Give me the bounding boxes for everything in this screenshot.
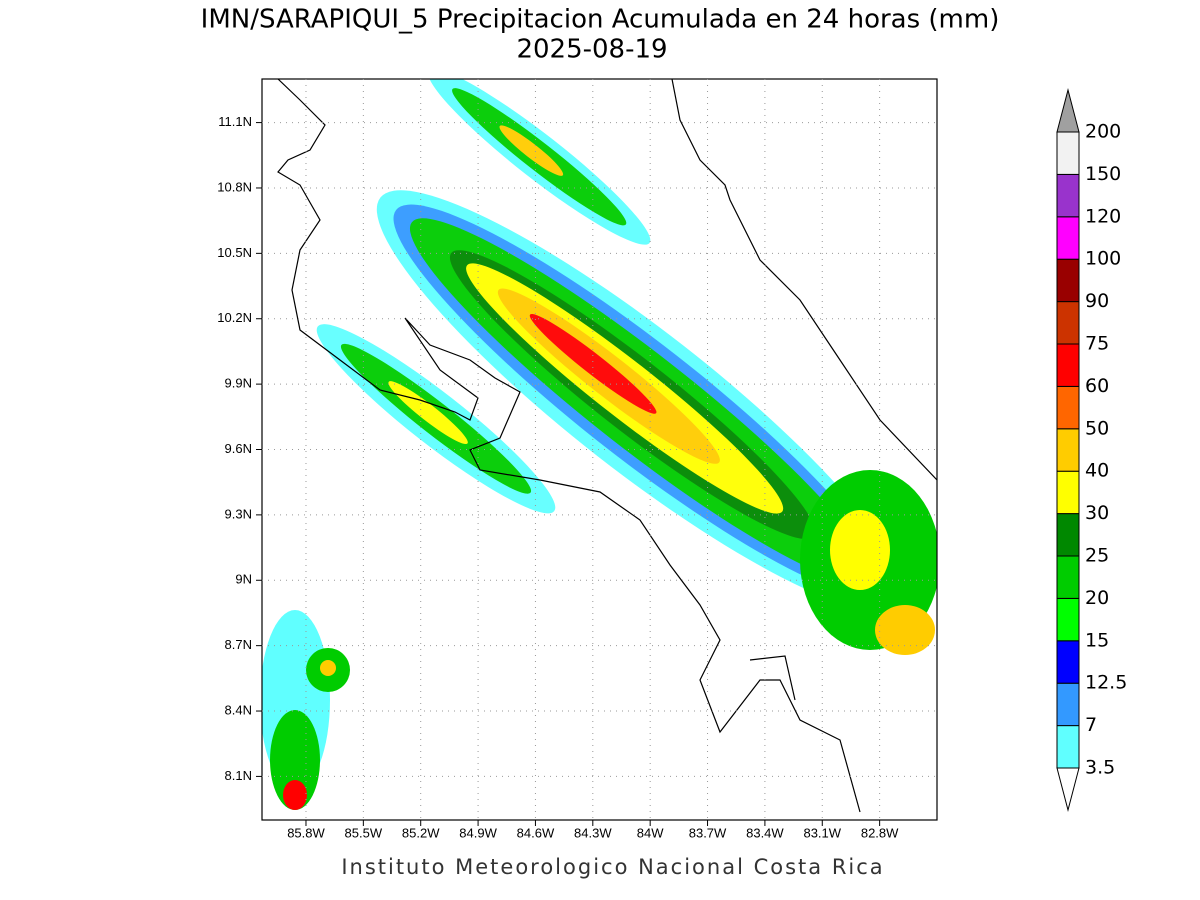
colorbar-label: 150 (1085, 163, 1121, 185)
y-tick-label: 10.5N (217, 245, 252, 260)
colorbar-label: 40 (1085, 460, 1109, 482)
colorbar-label: 12.5 (1085, 672, 1127, 694)
x-tick-label: 83.4W (746, 825, 784, 840)
colorbar-box (1056, 428, 1080, 472)
x-tick-label: 84W (637, 825, 664, 840)
x-tick-label: 83.1W (803, 825, 841, 840)
colorbar-box (1056, 343, 1080, 387)
y-tick-label: 8.7N (225, 637, 252, 652)
colorbar-label: 25 (1085, 545, 1109, 567)
y-tick-label: 8.4N (225, 702, 252, 717)
y-tick-label: 10.8N (217, 179, 252, 194)
colorbar-box (1056, 131, 1080, 175)
colorbar-label: 120 (1085, 205, 1121, 227)
y-tick-label: 10.2N (217, 310, 252, 325)
colorbar-label: 60 (1085, 375, 1109, 397)
colorbar-box (1056, 513, 1080, 557)
colorbar-box (1056, 682, 1080, 727)
colorbar-label: 75 (1085, 333, 1109, 355)
y-tick-label: 9.6N (225, 441, 252, 456)
colorbar-label: 200 (1085, 121, 1121, 143)
colorbar-box (1056, 258, 1080, 303)
colorbar-label: 50 (1085, 417, 1109, 439)
x-tick-label: 83.7W (689, 825, 727, 840)
colorbar-over (1056, 88, 1080, 133)
x-tick-label: 84.6W (517, 825, 555, 840)
x-tick-label: 85.8W (287, 825, 325, 840)
x-tick-label: 85.2W (402, 825, 440, 840)
x-tick-label: 84.9W (459, 825, 497, 840)
colorbar-box (1056, 173, 1080, 218)
colorbar-box (1056, 597, 1080, 642)
footer: Instituto Meteorologico Nacional Costa R… (341, 855, 884, 879)
y-tick-label: 8.1N (225, 768, 252, 783)
y-tick-label: 11.1N (218, 114, 252, 129)
colorbar-box (1056, 470, 1080, 515)
colorbar-label: 7 (1085, 714, 1097, 736)
colorbar-box (1056, 640, 1080, 684)
colorbar-box (1056, 301, 1080, 345)
colorbar-label: 15 (1085, 629, 1109, 651)
colorbar-box (1056, 216, 1080, 260)
colorbar-box (1056, 725, 1080, 769)
coastline (277, 79, 937, 813)
colorbar-box (1056, 385, 1080, 430)
colorbar-box (1056, 555, 1080, 599)
colorbar-label: 30 (1085, 502, 1109, 524)
y-tick-label: 9.9N (225, 376, 252, 391)
precipitation-field (262, 79, 937, 810)
colorbar-under (1056, 767, 1080, 812)
x-tick-label: 82.8W (861, 825, 899, 840)
colorbar-label: 3.5 (1085, 757, 1115, 779)
y-tick-label: 9.3N (225, 506, 252, 521)
x-tick-label: 84.3W (574, 825, 612, 840)
colorbar-label: 100 (1085, 248, 1121, 270)
title: IMN/SARAPIQUI_5 Precipitacion Acumulada … (201, 5, 1000, 35)
colorbar-label: 90 (1085, 290, 1109, 312)
colorbar-label: 20 (1085, 587, 1109, 609)
x-tick-label: 85.5W (345, 825, 383, 840)
date: 2025-08-19 (516, 35, 667, 65)
y-tick-label: 9N (235, 572, 252, 587)
